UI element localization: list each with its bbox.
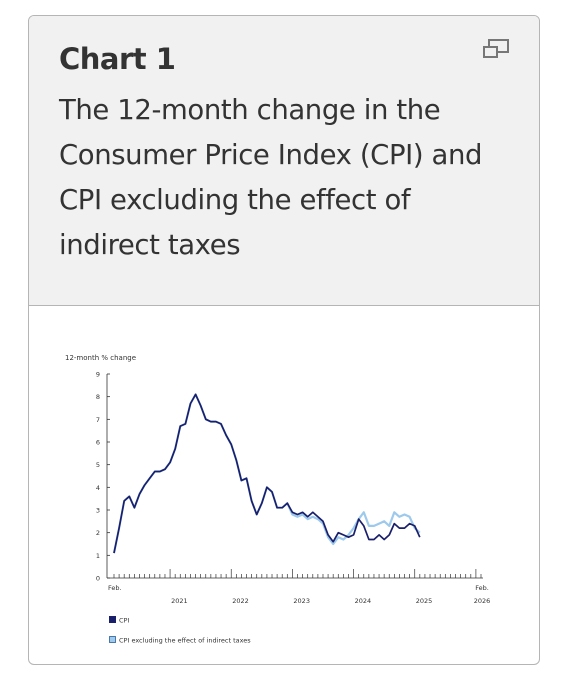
y-tick-label: 6 [96,439,100,447]
y-tick-label: 9 [96,371,100,379]
series-line-cpi [113,393,421,554]
y-tick-label: 5 [96,461,100,469]
chart-title: The 12-month change in the Consumer Pric… [59,94,483,261]
legend-label-cpi-ex-taxes: CPI excluding the effect of indirect tax… [119,637,251,645]
x-end-month-label: Feb. [475,584,489,592]
x-year-label: 2024 [355,597,372,605]
x-year-label: 2022 [232,597,249,605]
chart-header: Chart 1 The 12-month change in the Consu… [29,16,539,306]
y-tick-label: 8 [96,393,100,401]
x-start-label: Feb. [108,584,122,592]
y-tick-label: 4 [96,484,100,492]
legend-swatch-cpi [109,616,116,623]
y-tick-label: 7 [96,416,100,424]
legend-swatch-cpi-ex-taxes [109,636,116,643]
expand-window-icon[interactable] [482,38,512,60]
legend-label-cpi: CPI [119,617,129,625]
series-line-cpi-ex-taxes [112,393,421,554]
y-axis-title: 12-month % change [65,354,136,362]
y-tick-label: 2 [96,529,100,537]
y-tick-label: 1 [96,552,100,560]
chart-number: Chart 1 [59,42,176,76]
chart-area: 12-month % change 0 1 2 3 4 5 6 7 8 9 Feb. Feb. 202… [29,306,539,664]
chart-card: Chart 1 The 12-month change in the Consu… [28,15,540,665]
x-end-year-label: 2026 [474,597,491,605]
x-year-label: 2025 [416,597,433,605]
x-year-label: 2023 [293,597,310,605]
y-tick-label: 3 [96,507,100,515]
y-tick-label: 0 [96,575,100,583]
cpi-line-chart: 12-month % change 0 1 2 3 4 5 6 7 8 9 Feb. Feb. 202… [65,354,491,645]
x-year-label: 2021 [171,597,188,605]
